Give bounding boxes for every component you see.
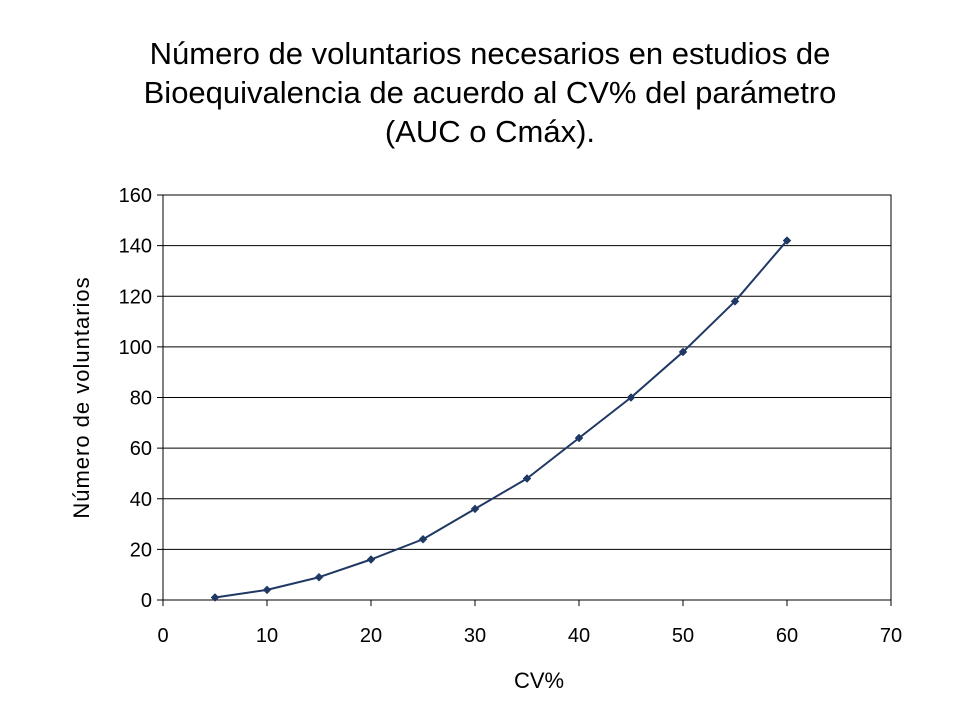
xtick-label: 10 [256,625,278,647]
data-point-marker [470,504,480,514]
data-point-marker [418,534,428,544]
xtick-label: 60 [776,625,798,647]
ytick-label: 100 [119,337,152,359]
ytick-label: 160 [119,185,152,207]
data-point-marker [522,474,532,483]
series-layer [210,236,792,602]
data-point-marker [314,572,324,582]
ytick-label: 140 [119,236,152,258]
data-point-marker [574,433,584,443]
xtick-label: 20 [360,625,382,647]
chart-title-line-2: Bioequivalencia de acuerdo al CV% del pa… [143,75,837,110]
ytick-label: 0 [141,590,152,612]
xtick-label: 50 [672,625,694,647]
x-axis-title: CV% [514,668,564,693]
series-line [214,239,788,599]
data-point-marker [210,593,220,602]
xtick-label: 40 [568,625,590,647]
chart-title-line-3: (AUC o Cmáx). [384,114,596,149]
ytick-label: 120 [119,286,152,308]
data-point-marker [262,585,272,595]
tick-marks [157,194,892,606]
ytick-label: 20 [130,539,152,561]
ytick-label: 80 [130,388,152,410]
xtick-label: 70 [880,625,902,647]
data-point-marker [730,296,740,306]
data-point-marker [782,236,792,245]
ytick-label: 40 [130,489,152,511]
chart-title: Número de voluntarios necesarios en estu… [80,34,900,151]
data-point-marker [626,393,636,402]
xtick-label: 30 [464,625,486,647]
y-axis-title: Número de voluntarios [69,276,94,518]
ytick-label: 60 [130,438,152,460]
data-point-marker [366,555,376,564]
xtick-label: 0 [157,625,168,647]
chart-title-line-1: Número de voluntarios necesarios en estu… [149,36,831,71]
data-point-marker [678,347,688,357]
y-axis-tick-labels: 0 20 40 60 80 100 120 140 160 [119,185,152,612]
x-axis-tick-labels: 0 10 20 30 40 50 60 70 [157,625,902,647]
